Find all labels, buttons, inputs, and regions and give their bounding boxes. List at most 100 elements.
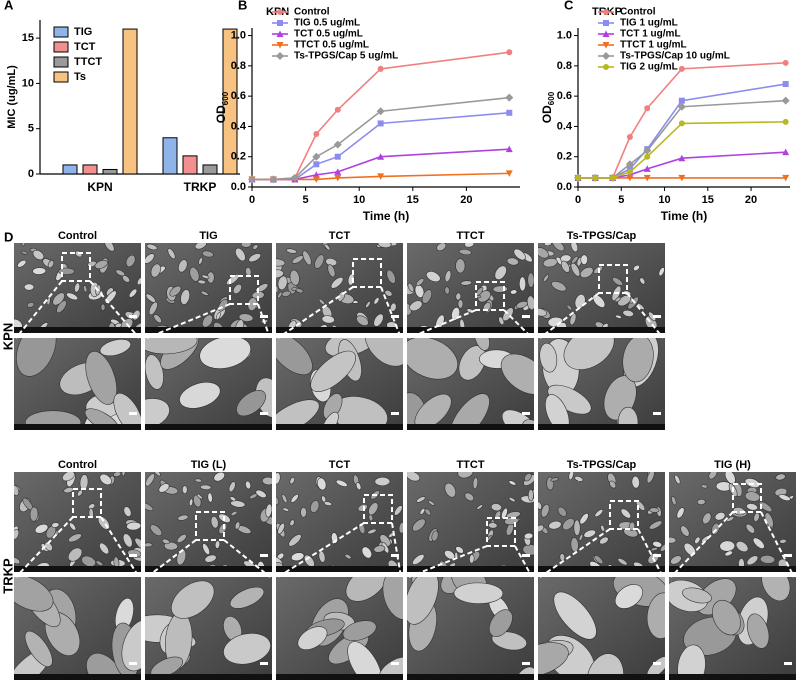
marker [643,146,652,155]
cell [245,480,252,490]
micrograph [145,338,272,430]
cell [215,312,221,321]
cell [476,504,483,510]
cell [409,300,423,312]
cell [236,390,267,417]
marker [678,154,686,162]
cell [444,286,450,295]
cell [194,478,203,483]
cell [153,472,161,477]
cell [778,494,791,502]
cell [121,472,126,477]
cell [26,302,35,308]
panel-label: D [4,229,13,244]
cell [182,485,188,495]
cell [580,254,588,265]
cell [81,555,96,567]
legend-marker [602,30,610,37]
cell [758,501,773,513]
cell [265,503,272,518]
cell [230,511,238,516]
scale-bar [522,412,530,415]
scale-bar [784,554,792,557]
y-axis-label-subscript: 600 [221,91,230,105]
cell [199,338,251,369]
cell [538,524,545,533]
cell [652,541,663,548]
cell [617,406,639,430]
cell [310,350,356,392]
x-tick-label: KPN [87,180,112,194]
y-tick-label: 0.4 [557,120,573,132]
micrograph [538,338,665,430]
legend-label: Ts-TPGS/Cap 5 ug/mL [294,51,398,62]
cell [523,532,534,540]
cell [669,536,677,544]
cell [24,630,53,667]
cell [16,338,57,377]
y-tick-label: 1.0 [231,29,246,41]
column-title: Ts-TPGS/Cap [567,230,637,242]
cell [14,556,21,565]
info-bar [145,327,272,333]
cell [508,480,517,486]
cell [714,512,726,521]
cell [674,474,681,485]
marker [782,81,789,88]
legend-label: Ts-TPGS/Cap 10 ug/mL [620,51,730,62]
cell [327,264,336,278]
cell [368,502,379,516]
marker [334,174,342,182]
cell [171,580,215,619]
cell [527,272,534,288]
micrograph [14,577,141,680]
marker [678,65,685,72]
marker [377,153,385,160]
cell [506,257,519,266]
x-tick-label: 15 [702,194,714,206]
cell [201,274,210,279]
cell [570,243,579,253]
marker [609,174,616,181]
cell [145,338,198,355]
cell [79,474,89,491]
zoom-box [732,483,762,513]
cell [365,301,371,308]
cell [615,314,622,319]
cell [277,275,288,291]
cell [281,494,288,504]
legend-label: TIG 1 ug/mL [620,18,678,29]
zoom-box [195,511,225,541]
cell [457,299,464,309]
cell [290,552,305,562]
zoom-line [146,303,231,339]
bar [182,155,198,175]
micrograph [14,338,141,430]
marker [782,148,790,156]
cell [444,550,456,560]
info-bar [14,674,141,680]
cell [122,533,133,548]
cell [210,516,219,529]
cell [592,294,606,308]
cell [542,274,550,282]
legend-marker [276,42,284,49]
cell [594,555,604,565]
y-tick-label: 1.0 [557,29,572,41]
info-bar [14,424,141,430]
legend-marker [603,20,609,26]
marker [644,153,651,160]
marker [377,173,385,180]
info-bar [145,566,272,572]
cell [548,520,562,530]
x-tick-label: 10 [353,194,365,206]
cell [223,633,271,665]
marker [782,118,789,125]
zoom-box [352,258,382,288]
cell [649,507,660,513]
y-tick-label: 0 [28,168,34,180]
marker [312,152,321,161]
micrograph [538,243,665,333]
scale-bar [391,662,399,665]
